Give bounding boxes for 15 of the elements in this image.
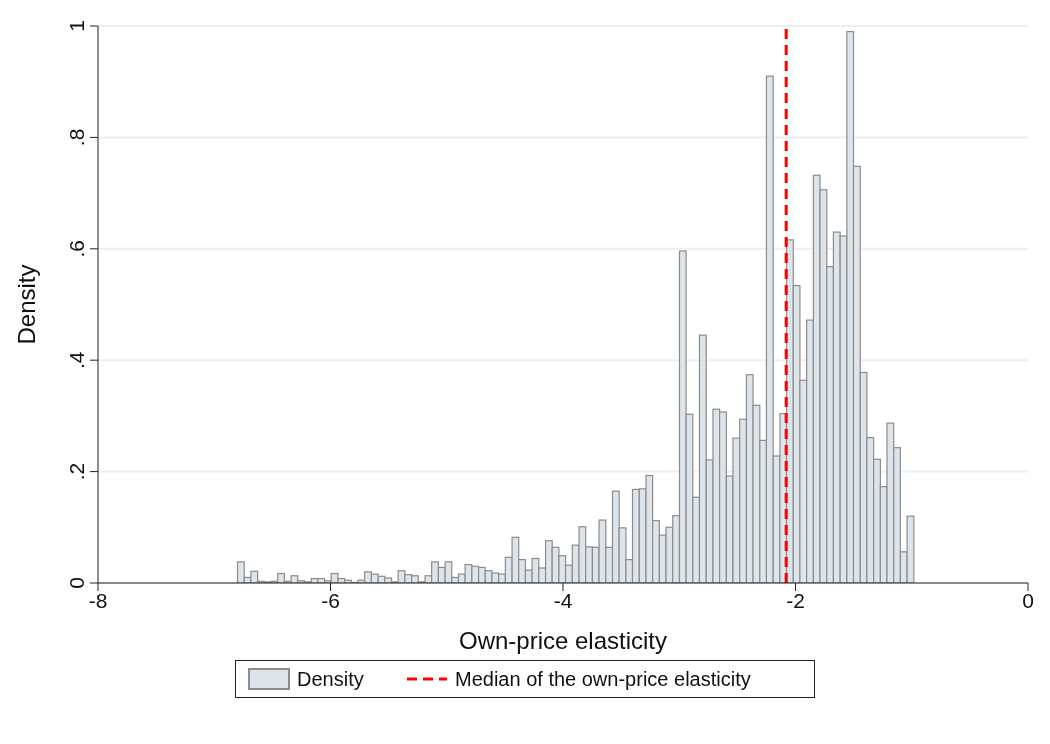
y-tick-label: .8 [65, 128, 88, 147]
x-tick-label: -2 [786, 588, 805, 612]
x-tick-label: 0 [1022, 588, 1034, 612]
y-tick-label: 1 [65, 20, 88, 32]
y-tick-label: 0 [65, 577, 88, 589]
x-tick-label: -6 [321, 588, 340, 612]
legend-label: Density [297, 668, 364, 690]
x-tick-label: -8 [88, 588, 108, 612]
y-tick-label: .6 [65, 240, 88, 258]
x-tick-label: -4 [553, 588, 573, 612]
y-tick-label: .4 [65, 351, 88, 369]
legend-label: Median of the own-price elasticity [455, 668, 751, 690]
x-axis-title: Own-price elasticity [458, 627, 668, 654]
y-axis-title: Density [12, 264, 40, 345]
y-tick-label: .2 [65, 462, 88, 481]
